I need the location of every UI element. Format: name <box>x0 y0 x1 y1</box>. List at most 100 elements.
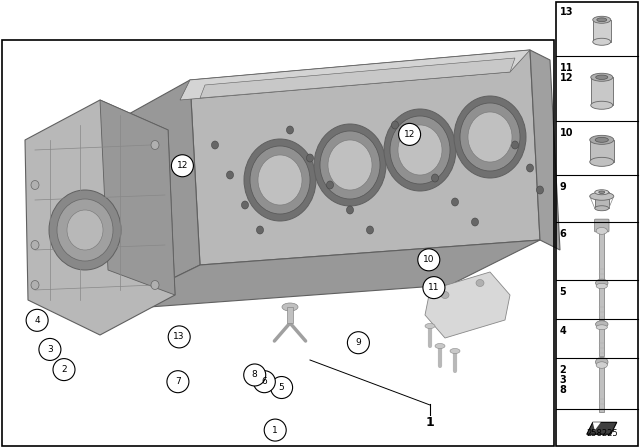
Polygon shape <box>530 50 560 250</box>
Text: 3: 3 <box>559 375 566 384</box>
FancyBboxPatch shape <box>591 77 612 105</box>
Ellipse shape <box>326 181 333 189</box>
FancyBboxPatch shape <box>599 285 604 320</box>
Ellipse shape <box>593 38 611 45</box>
Circle shape <box>271 376 292 399</box>
Ellipse shape <box>31 241 39 250</box>
Ellipse shape <box>595 358 608 366</box>
FancyBboxPatch shape <box>599 364 604 412</box>
Text: 11: 11 <box>559 63 573 73</box>
Ellipse shape <box>425 323 435 328</box>
Bar <box>2 40 554 446</box>
Text: 6: 6 <box>559 229 566 239</box>
Polygon shape <box>180 50 530 100</box>
Ellipse shape <box>596 75 608 79</box>
Ellipse shape <box>595 321 608 327</box>
Ellipse shape <box>398 125 442 175</box>
Text: 1: 1 <box>426 415 435 428</box>
Ellipse shape <box>454 96 526 178</box>
Polygon shape <box>190 50 540 265</box>
Ellipse shape <box>593 16 611 23</box>
Polygon shape <box>593 422 601 430</box>
Ellipse shape <box>151 141 159 150</box>
Ellipse shape <box>151 280 159 289</box>
Ellipse shape <box>384 109 456 191</box>
Text: 7: 7 <box>175 377 180 386</box>
Ellipse shape <box>595 138 609 142</box>
Ellipse shape <box>367 226 374 234</box>
Text: 9: 9 <box>559 182 566 192</box>
FancyBboxPatch shape <box>590 140 614 162</box>
Ellipse shape <box>431 174 438 182</box>
Ellipse shape <box>591 73 612 81</box>
Ellipse shape <box>57 199 113 261</box>
Text: 12: 12 <box>177 161 188 170</box>
Ellipse shape <box>597 18 607 22</box>
Ellipse shape <box>435 344 445 349</box>
Text: 258225: 258225 <box>586 429 618 438</box>
Circle shape <box>244 364 266 386</box>
Polygon shape <box>200 58 515 98</box>
Ellipse shape <box>536 186 543 194</box>
Circle shape <box>418 249 440 271</box>
Ellipse shape <box>590 157 614 166</box>
Ellipse shape <box>596 362 607 368</box>
Text: 3: 3 <box>47 345 52 354</box>
Text: 10: 10 <box>423 255 435 264</box>
Ellipse shape <box>211 141 218 149</box>
Ellipse shape <box>497 116 504 124</box>
Ellipse shape <box>346 206 353 214</box>
Ellipse shape <box>450 349 460 353</box>
Circle shape <box>253 370 275 393</box>
Ellipse shape <box>472 218 479 226</box>
Ellipse shape <box>595 190 609 195</box>
Ellipse shape <box>591 101 612 109</box>
Ellipse shape <box>595 206 609 211</box>
Ellipse shape <box>314 124 386 206</box>
Polygon shape <box>25 100 175 335</box>
Polygon shape <box>587 422 617 434</box>
FancyBboxPatch shape <box>599 230 604 282</box>
Ellipse shape <box>595 279 608 287</box>
Polygon shape <box>100 80 200 310</box>
Ellipse shape <box>257 226 264 234</box>
Polygon shape <box>108 240 540 310</box>
Polygon shape <box>100 100 175 295</box>
Circle shape <box>423 276 445 299</box>
Ellipse shape <box>227 171 234 179</box>
Ellipse shape <box>599 191 605 194</box>
Ellipse shape <box>258 155 302 205</box>
Circle shape <box>53 358 75 381</box>
Circle shape <box>39 338 61 361</box>
Ellipse shape <box>392 121 399 129</box>
Ellipse shape <box>31 181 39 190</box>
Text: 11: 11 <box>428 283 440 292</box>
FancyBboxPatch shape <box>593 20 611 42</box>
Text: 6: 6 <box>262 377 267 386</box>
Ellipse shape <box>320 131 380 199</box>
FancyBboxPatch shape <box>595 192 609 208</box>
Ellipse shape <box>307 154 314 162</box>
Text: 5: 5 <box>279 383 284 392</box>
Ellipse shape <box>476 280 484 287</box>
FancyBboxPatch shape <box>595 219 609 232</box>
Text: 1: 1 <box>273 426 278 435</box>
Text: 2: 2 <box>559 365 566 375</box>
Text: 4: 4 <box>559 326 566 336</box>
Circle shape <box>167 370 189 393</box>
Text: 2: 2 <box>61 365 67 374</box>
Text: 5: 5 <box>559 287 566 297</box>
Ellipse shape <box>596 283 607 289</box>
Circle shape <box>348 332 369 354</box>
Ellipse shape <box>412 148 419 156</box>
Ellipse shape <box>250 146 310 214</box>
Ellipse shape <box>590 135 614 144</box>
Ellipse shape <box>287 126 294 134</box>
Circle shape <box>172 155 193 177</box>
Ellipse shape <box>241 201 248 209</box>
Text: 13: 13 <box>559 7 573 17</box>
Ellipse shape <box>441 292 449 298</box>
Circle shape <box>264 419 286 441</box>
Ellipse shape <box>390 116 450 184</box>
Ellipse shape <box>596 228 607 234</box>
